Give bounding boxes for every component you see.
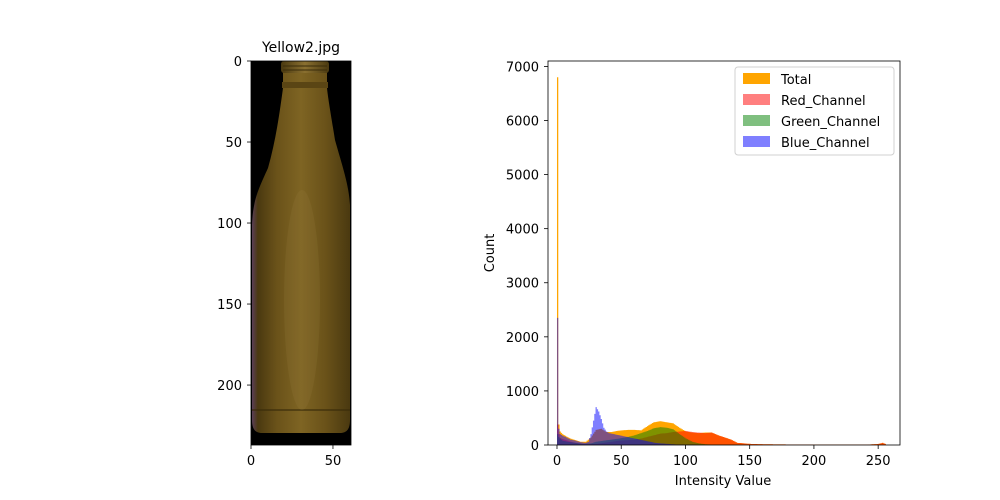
histogram-y-tick-label: 5000 [506, 169, 539, 184]
image-y-ticks: 0 50 100 150 200 [217, 55, 251, 394]
legend-swatch [743, 115, 770, 126]
histogram-y-tick-label: 3000 [506, 277, 539, 292]
bottle-body [252, 70, 350, 433]
y-axis-label: Count [483, 234, 498, 273]
histogram-y-tick-label: 2000 [506, 331, 539, 346]
histogram-x-tick-label: 0 [553, 454, 561, 469]
histogram-y-ticks: 0 1000 2000 3000 4000 5000 6000 7000 [506, 60, 548, 454]
legend-label: Green_Channel [781, 115, 880, 130]
image-y-tick-label: 150 [217, 298, 242, 313]
histogram-y-tick-label: 4000 [506, 223, 539, 238]
series-blue-channel [556, 317, 886, 445]
histogram-area [556, 317, 886, 445]
image-x-ticks: 0 50 [247, 445, 341, 469]
histogram-x-tick-label: 50 [613, 454, 630, 469]
histogram-series [556, 77, 886, 445]
image-y-tick-label: 100 [217, 217, 242, 232]
histogram-x-tick-label: 200 [802, 454, 827, 469]
image-x-tick-label: 0 [247, 454, 255, 469]
image-axes-frame [250, 60, 352, 446]
image-y-tick-label: 0 [234, 55, 242, 70]
image-title: Yellow2.jpg [261, 40, 340, 56]
x-axis-label: Intensity Value [675, 474, 771, 489]
legend-label: Total [780, 73, 811, 88]
histogram-x-tick-label: 250 [866, 454, 891, 469]
image-y-tick-label: 50 [225, 136, 242, 151]
histogram-y-tick-label: 6000 [506, 114, 539, 129]
legend-swatch [743, 94, 770, 105]
bottle-image [252, 61, 350, 433]
bottle-neck-ring [282, 82, 328, 88]
histogram-x-ticks: 0 50 100 150 200 250 [553, 445, 891, 469]
image-y-tick-label: 200 [217, 379, 242, 394]
histogram-y-tick-label: 0 [531, 439, 539, 454]
histogram-axes-frame [547, 60, 901, 446]
image-x-tick-label: 50 [325, 454, 342, 469]
histogram-y-tick-label: 1000 [506, 385, 539, 400]
legend: Total Red_Channel Green_Channel Blue_Channe… [734, 66, 895, 156]
legend-label: Blue_Channel [781, 136, 870, 151]
legend-label: Red_Channel [781, 94, 866, 109]
histogram-x-tick-label: 100 [673, 454, 698, 469]
image-panel: Yellow2.jpg 0 50 100 150 200 0 50 [217, 40, 352, 469]
histogram-y-tick-label: 7000 [506, 60, 539, 75]
histogram-panel: 0 1000 2000 3000 4000 5000 6000 7000 0 50 100 150 2… [483, 60, 901, 489]
bottle-cap [281, 61, 329, 73]
histogram-x-tick-label: 150 [737, 454, 762, 469]
legend-swatch [743, 136, 770, 147]
legend-swatch [743, 73, 770, 84]
legend-box [734, 66, 895, 156]
